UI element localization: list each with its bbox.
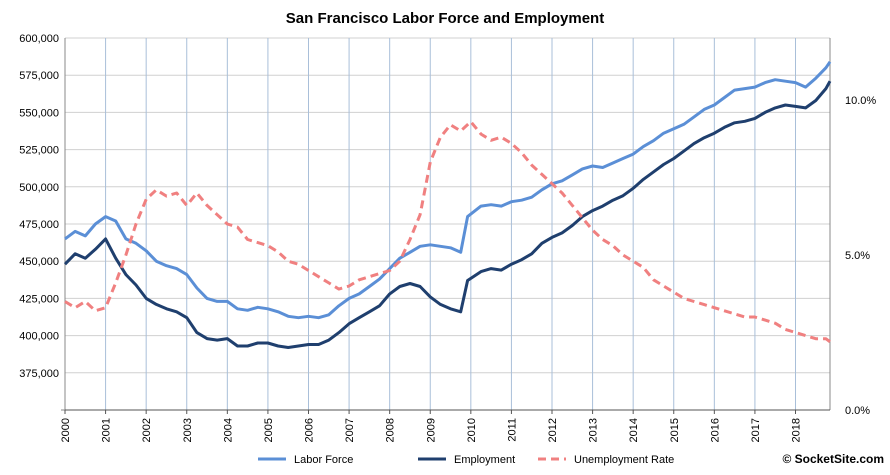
series xyxy=(63,60,832,349)
legend-label: Unemployment Rate xyxy=(574,454,674,466)
x-tick-label: 2005 xyxy=(263,418,275,442)
legend-label: Employment xyxy=(454,454,515,466)
x-tick-label: 2018 xyxy=(791,418,803,442)
x-tick-label: 2001 xyxy=(101,418,113,442)
series-line-employment xyxy=(63,80,832,349)
x-tick-label: 2009 xyxy=(425,418,437,442)
x-tick-label: 2002 xyxy=(141,418,153,442)
x-tick-label: 2003 xyxy=(182,418,194,442)
left-tick-label: 375,000 xyxy=(19,368,59,380)
x-tick-label: 2008 xyxy=(385,418,397,442)
x-tick-label: 2016 xyxy=(709,418,721,442)
x-tick-label: 2011 xyxy=(506,418,518,442)
left-tick-label: 525,000 xyxy=(19,145,59,157)
x-tick-label: 2007 xyxy=(344,418,356,442)
series-line-labor-force xyxy=(64,60,832,320)
left-tick-label: 600,000 xyxy=(19,33,59,45)
credit-text: © SocketSite.com xyxy=(782,452,884,466)
grid xyxy=(64,37,831,411)
x-tick-label: 2010 xyxy=(466,418,478,442)
left-tick-label: 400,000 xyxy=(19,331,59,343)
x-tick-label: 2017 xyxy=(750,418,762,442)
left-tick-label: 550,000 xyxy=(19,107,59,119)
right-tick-label: 5.0% xyxy=(845,250,870,262)
right-tick-label: 10.0% xyxy=(845,95,876,107)
right-tick-label: 0.0% xyxy=(845,405,870,417)
x-tick-label: 2006 xyxy=(304,418,316,442)
left-tick-label: 475,000 xyxy=(19,219,59,231)
x-tick-label: 2012 xyxy=(547,418,559,442)
right-axis: 10.0% 5.0% 0.0% xyxy=(845,95,876,417)
series-line-unemployment-rate xyxy=(64,120,831,343)
left-tick-label: 500,000 xyxy=(19,182,59,194)
x-tick-label: 2015 xyxy=(669,418,681,442)
x-tick-label: 2014 xyxy=(628,418,640,442)
x-axis: 2000 2001 2002 2003 2004 2005 2006 2007 2008 2009… xyxy=(60,410,803,442)
left-axis: 600,000 575,000 550,000 525,000 500,000 475,0… xyxy=(19,33,65,411)
left-tick-label: 450,000 xyxy=(19,256,59,268)
chart-title: San Francisco Labor Force and Employment xyxy=(286,10,604,27)
legend-label: Labor Force xyxy=(294,454,353,466)
x-tick-label: 2004 xyxy=(222,418,234,442)
x-tick-label: 2013 xyxy=(588,418,600,442)
left-tick-label: 575,000 xyxy=(19,70,59,82)
left-tick-label: 425,000 xyxy=(19,293,59,305)
legend: Labor Force Employment Unemployment Rate xyxy=(258,454,674,466)
x-tick-label: 2000 xyxy=(60,418,72,442)
